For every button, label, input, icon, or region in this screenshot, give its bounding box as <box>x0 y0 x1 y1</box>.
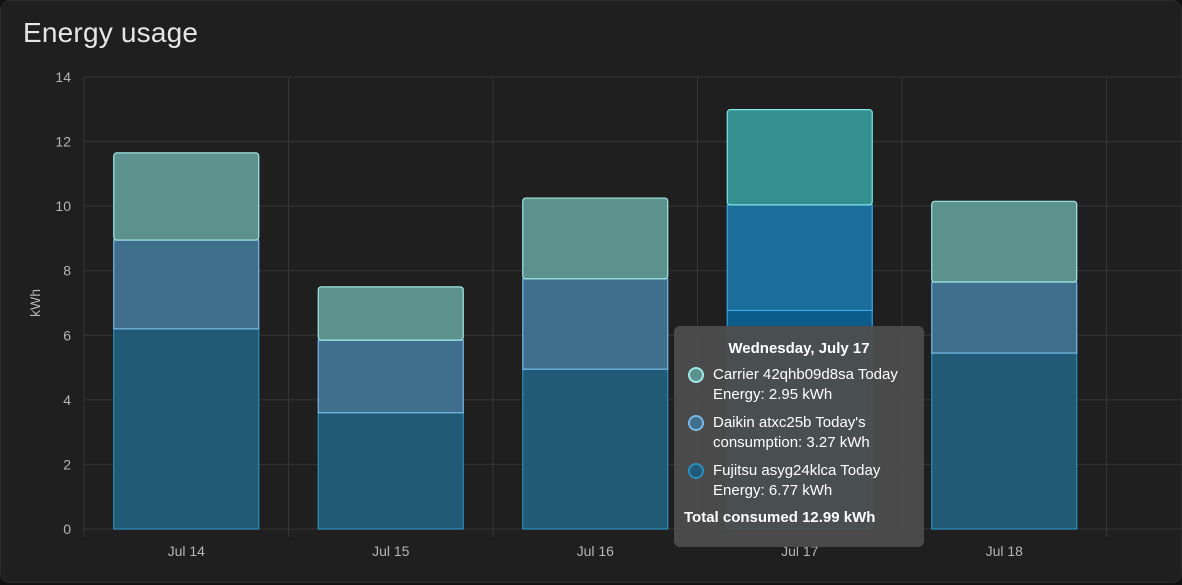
bar-segment[interactable] <box>522 368 669 530</box>
chart-tooltip: Wednesday, July 17 Carrier 42qhb09d8sa T… <box>674 326 924 547</box>
tooltip-item-text: Daikin atxc25b Today's consumption: 3.27… <box>713 413 870 453</box>
tooltip-item-value: Energy: 2.95 kWh <box>713 386 833 403</box>
bar-segment[interactable] <box>317 286 464 341</box>
x-tick-label: Jul 16 <box>577 543 615 559</box>
y-tick-label: 10 <box>55 198 71 214</box>
bar-segment[interactable] <box>113 239 260 330</box>
x-tick-label: Jul 14 <box>168 543 206 559</box>
bar-segment[interactable] <box>726 204 873 312</box>
y-tick-label: 6 <box>63 327 71 343</box>
tooltip-item-line: Daikin atxc25b Today's <box>713 414 866 431</box>
card-title: Energy usage <box>23 17 199 48</box>
tooltip-item-fujitsu: Fujitsu asyg24klca Today Energy: 6.77 kW… <box>684 461 914 501</box>
bar-segment[interactable] <box>931 281 1078 354</box>
bar-segment[interactable] <box>113 328 260 530</box>
tooltip-total: Total consumed 12.99 kWh <box>684 509 876 526</box>
x-tick-label: Jul 15 <box>372 543 410 559</box>
bar-segment[interactable] <box>317 412 464 530</box>
bar-segment[interactable] <box>931 352 1078 530</box>
tooltip-item-line: Fujitsu asyg24klca Today <box>713 462 881 479</box>
tooltip-item-value: consumption: 3.27 kWh <box>713 434 870 451</box>
bar-stack[interactable] <box>113 152 260 530</box>
bar-stack[interactable] <box>931 200 1078 530</box>
y-tick-label: 12 <box>55 134 71 150</box>
daikin-series-swatch-icon <box>688 415 704 431</box>
tooltip-item-value: Energy: 6.77 kWh <box>713 482 833 499</box>
bar-stacks[interactable] <box>113 109 1078 530</box>
bar-stack[interactable] <box>317 286 464 530</box>
tooltip-item-daikin: Daikin atxc25b Today's consumption: 3.27… <box>684 413 914 453</box>
y-tick-label: 2 <box>63 456 71 472</box>
tooltip-item-text: Fujitsu asyg24klca Today Energy: 6.77 kW… <box>713 461 880 501</box>
bar-segment[interactable] <box>726 109 873 206</box>
bar-segment[interactable] <box>317 339 464 414</box>
y-tick-label: 4 <box>63 392 71 408</box>
y-tick-label: 8 <box>63 263 71 279</box>
fujitsu-series-swatch-icon <box>688 463 704 479</box>
x-tick-label: Jul 18 <box>986 543 1024 559</box>
bar-segment[interactable] <box>113 152 260 241</box>
y-axis-label: kWh <box>27 289 43 317</box>
bar-stack[interactable] <box>522 197 669 530</box>
axes: 0 2 4 6 8 10 12 14 kWh Jul 14 Jul 15 Jul 16 Jul 17 Ju… <box>27 69 1023 559</box>
carrier-series-swatch-icon <box>688 367 704 383</box>
tooltip-title: Wednesday, July 17 <box>728 340 870 357</box>
bar-segment[interactable] <box>522 278 669 370</box>
y-tick-label: 0 <box>63 521 71 537</box>
tooltip-item-line: Carrier 42qhb09d8sa Today <box>713 366 898 383</box>
bar-segment[interactable] <box>522 197 669 280</box>
tooltip-item-carrier: Carrier 42qhb09d8sa Today Energy: 2.95 k… <box>684 365 914 405</box>
tooltip-item-text: Carrier 42qhb09d8sa Today Energy: 2.95 k… <box>713 365 898 405</box>
bar-segment[interactable] <box>931 200 1078 283</box>
x-tick-label: Jul 17 <box>781 543 819 559</box>
y-tick-label: 14 <box>55 69 71 85</box>
